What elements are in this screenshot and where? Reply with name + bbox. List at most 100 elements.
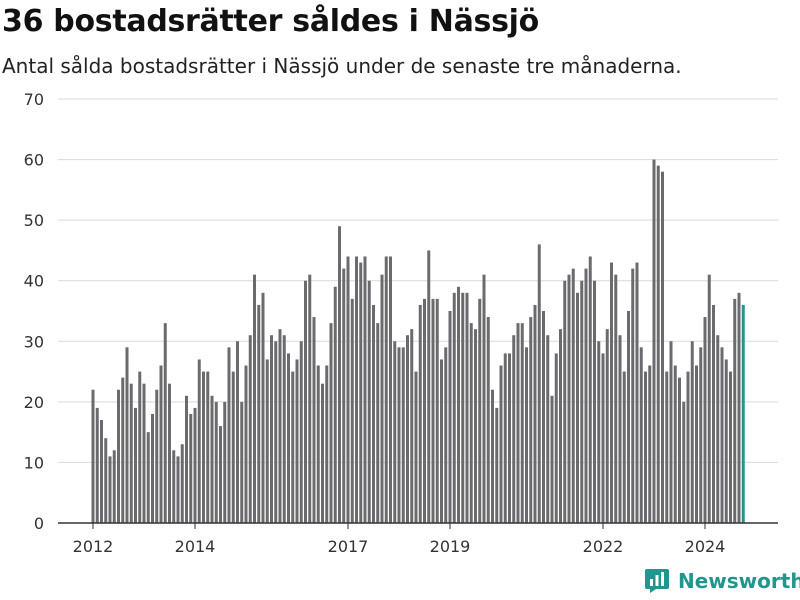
bar — [486, 317, 490, 523]
newsworthy-logo: Newsworthy — [644, 568, 800, 594]
bar — [567, 274, 571, 523]
bar — [737, 292, 741, 523]
bar — [244, 365, 248, 523]
bar — [219, 426, 222, 523]
annotations: 36 — [741, 0, 763, 5]
bar — [95, 407, 99, 523]
bar — [206, 371, 210, 523]
bar — [278, 329, 282, 523]
bar — [121, 377, 125, 523]
bar — [614, 274, 618, 523]
bar — [176, 456, 180, 523]
bar — [712, 304, 715, 523]
bar — [308, 274, 312, 523]
bar — [661, 171, 664, 523]
y-tick-label: 70 — [24, 90, 44, 109]
bar — [180, 444, 184, 523]
bar — [159, 365, 163, 523]
bar — [117, 389, 120, 523]
bar — [678, 377, 681, 523]
bars — [91, 159, 745, 524]
chart-subtitle: Antal sålda bostadsrätter i Nässjö under… — [2, 54, 682, 78]
y-tick-label: 10 — [24, 453, 44, 472]
bar — [418, 304, 422, 523]
bar — [508, 353, 511, 523]
bar — [580, 280, 584, 523]
bar — [546, 335, 550, 523]
x-tick-label: 2024 — [685, 537, 726, 556]
bar — [542, 311, 545, 523]
x-axis: 2012 2014 2017 2019 2022 2024 — [58, 522, 778, 556]
bar — [452, 292, 456, 523]
bar — [359, 262, 363, 523]
bar — [155, 389, 159, 523]
bar — [240, 401, 244, 523]
bar — [223, 401, 227, 523]
bar — [610, 262, 613, 523]
bar — [163, 323, 167, 523]
bar — [142, 383, 146, 523]
y-tick-label: 30 — [24, 332, 44, 351]
bar — [231, 371, 235, 523]
bar — [516, 323, 520, 523]
bar — [129, 383, 133, 523]
bar — [563, 280, 567, 523]
bar — [669, 341, 673, 523]
bar — [627, 311, 630, 523]
y-tick-label: 40 — [24, 272, 44, 291]
bar — [512, 335, 516, 523]
bar — [520, 323, 524, 523]
bar — [274, 341, 278, 523]
bar — [554, 353, 558, 523]
bar — [401, 347, 405, 523]
bar — [342, 268, 346, 523]
bar — [325, 365, 329, 523]
bar — [461, 292, 465, 523]
newsworthy-logo-icon — [645, 569, 669, 593]
bar — [448, 311, 452, 523]
bar — [338, 226, 341, 523]
bar — [257, 304, 261, 523]
bar — [376, 323, 380, 523]
bar — [665, 371, 669, 523]
bar — [389, 256, 392, 523]
bar — [108, 456, 112, 523]
bar — [703, 317, 707, 523]
bar — [227, 347, 231, 523]
bar — [197, 359, 201, 523]
bar — [537, 244, 541, 523]
bar — [707, 274, 711, 523]
bar — [291, 371, 295, 523]
bar — [261, 292, 265, 523]
bar — [363, 256, 367, 523]
bar — [682, 401, 686, 523]
bar — [431, 298, 435, 523]
bar — [100, 420, 103, 523]
bar — [584, 268, 588, 523]
bar — [210, 395, 214, 523]
latest-value-label: 36 — [741, 0, 763, 5]
bar — [168, 383, 171, 523]
bar — [695, 365, 698, 523]
bar — [384, 256, 388, 523]
chart-title: 36 bostadsrätter såldes i Nässjö — [2, 4, 539, 39]
bar — [465, 292, 469, 523]
bar — [499, 365, 503, 523]
bar — [435, 298, 439, 523]
bar — [648, 365, 652, 523]
bar — [91, 389, 95, 523]
bar — [491, 389, 494, 523]
bar — [125, 347, 129, 523]
bar — [644, 371, 647, 523]
bar — [248, 335, 252, 523]
bar — [503, 353, 507, 523]
bar — [733, 298, 737, 523]
bar — [427, 250, 431, 523]
newsworthy-logo-text: Newsworthy — [678, 569, 800, 593]
bar — [529, 317, 533, 523]
bar — [559, 329, 562, 523]
bar — [185, 395, 188, 523]
bar — [304, 280, 307, 523]
bar — [474, 329, 477, 523]
bar — [350, 298, 354, 523]
